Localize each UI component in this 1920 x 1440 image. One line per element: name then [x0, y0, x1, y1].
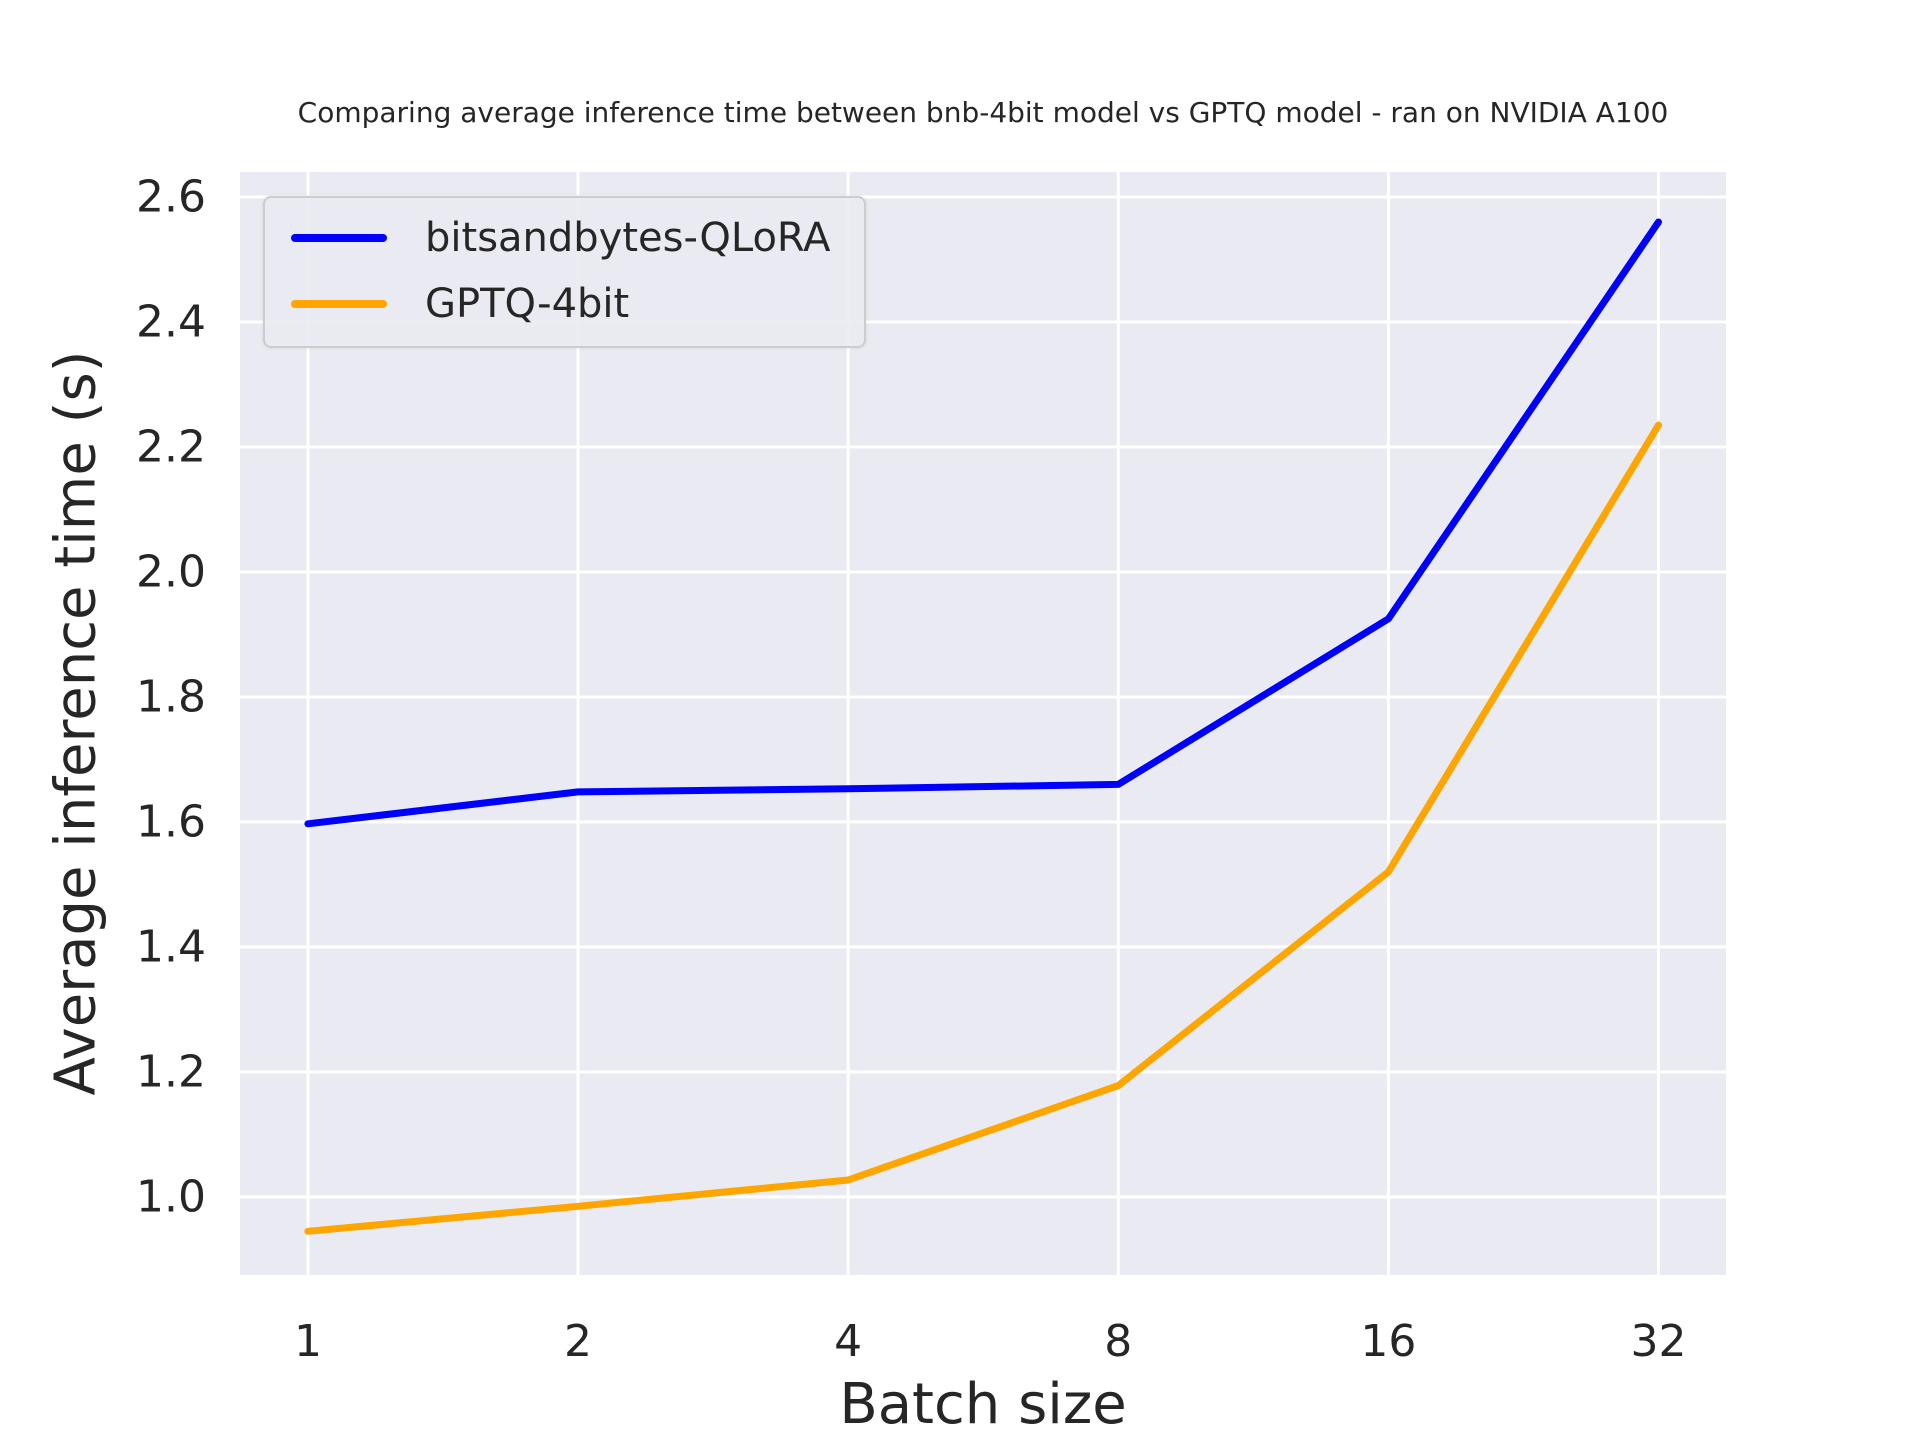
y-tick-label: 1.4 [136, 921, 206, 973]
y-tick-label: 2.0 [136, 546, 206, 598]
y-axis-label: Average inference time (s) [43, 350, 109, 1096]
legend-line-sample [291, 234, 387, 242]
legend: bitsandbytes-QLoRA GPTQ-4bit [263, 196, 867, 348]
legend-line-sample [291, 300, 387, 308]
legend-item: bitsandbytes-QLoRA [291, 210, 830, 266]
y-tick-label: 1.8 [136, 671, 206, 723]
x-tick-label: 4 [834, 1316, 863, 1367]
legend-label: GPTQ-4bit [425, 281, 630, 327]
x-tick-label: 8 [1104, 1316, 1133, 1367]
x-tick-label: 1 [293, 1316, 322, 1367]
y-tick-label: 2.2 [136, 421, 206, 473]
x-tick-label: 2 [564, 1316, 593, 1367]
x-tick-label: 32 [1630, 1316, 1687, 1367]
plot-canvas [240, 172, 1726, 1275]
y-tick-label: 1.6 [136, 796, 206, 848]
series-line-bitsandbytes-QLoRA [304, 218, 1662, 828]
y-tick-label: 1.2 [136, 1046, 206, 1098]
y-tick-label: 1.0 [136, 1171, 206, 1223]
series-line-GPTQ-4bit [304, 421, 1662, 1235]
y-tick-label: 2.6 [136, 171, 206, 223]
x-axis-label: Batch size [839, 1372, 1127, 1437]
plot-area: bitsandbytes-QLoRA GPTQ-4bit [240, 172, 1726, 1275]
y-tick-label: 2.4 [136, 296, 206, 348]
chart-title: Comparing average inference time between… [297, 96, 1669, 129]
x-tick-label: 16 [1360, 1316, 1417, 1367]
legend-label: bitsandbytes-QLoRA [425, 215, 831, 261]
legend-item: GPTQ-4bit [291, 276, 830, 332]
